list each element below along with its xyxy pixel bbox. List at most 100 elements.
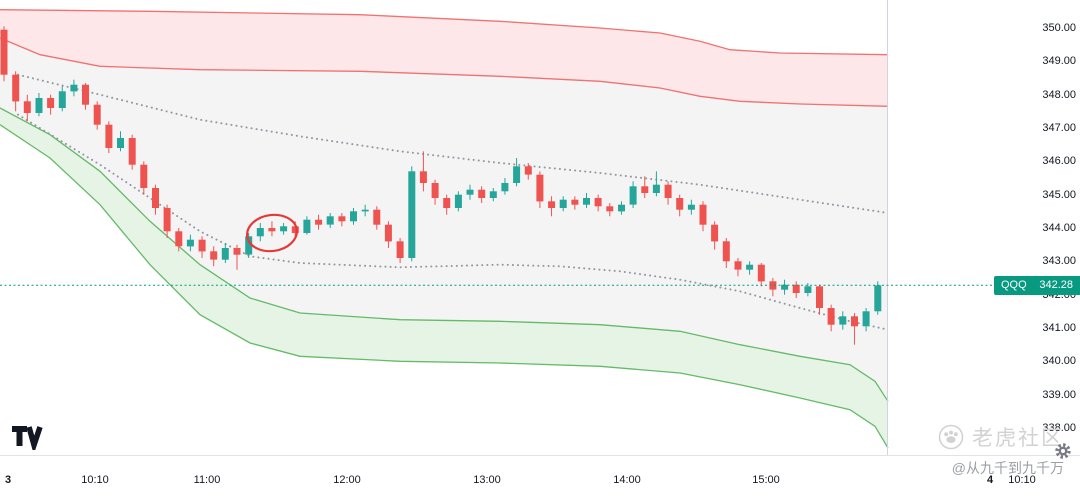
candle-body — [256, 228, 264, 237]
red-circle-annotation[interactable] — [245, 212, 300, 255]
candle-body — [23, 101, 31, 113]
candle-body — [862, 311, 870, 327]
candle-body — [746, 264, 754, 270]
candle-body — [140, 164, 148, 188]
time-axis-label: 3 — [4, 474, 12, 486]
red-lower-band-line — [0, 37, 889, 107]
candle-body — [606, 206, 614, 212]
candle-body — [338, 216, 346, 222]
candle-body — [373, 209, 381, 225]
price-axis-label: 349.00 — [1042, 55, 1076, 67]
candle-body — [93, 104, 101, 125]
candle-body — [198, 239, 206, 252]
candle-body — [734, 261, 742, 270]
badge-symbol: QQQ — [1001, 279, 1027, 291]
mid-band-fill — [0, 38, 888, 402]
candle-body — [186, 239, 194, 247]
candle-body — [163, 208, 171, 232]
price-axis-label: 345.00 — [1042, 189, 1076, 201]
price-axis-label: 339.00 — [1042, 389, 1076, 401]
red-upper-band-line — [0, 9, 889, 56]
candle-body — [851, 316, 858, 327]
candle-body — [268, 228, 276, 232]
candle-body — [641, 186, 649, 193]
candle-body — [583, 198, 590, 205]
candle-body — [769, 281, 777, 290]
time-axis-label: 10:10 — [81, 474, 109, 486]
gear-icon-glyph — [1055, 443, 1071, 459]
candle-body — [874, 285, 882, 312]
candle-body — [827, 308, 835, 325]
time-axis[interactable]: 3 10:10 11:00 12:00 13:00 14:00 15:00 4 10:10 — [0, 455, 1080, 496]
price-axis-label: 341.00 — [1042, 322, 1076, 334]
candle-body — [221, 248, 229, 260]
candle-body — [128, 138, 136, 165]
candle-body — [513, 166, 521, 183]
lower-band-fill — [0, 108, 888, 448]
candle-body — [676, 198, 684, 210]
price-axis-label: 338.00 — [1042, 422, 1076, 434]
time-axis-label: 12:00 — [333, 474, 361, 486]
candle-body — [466, 189, 474, 195]
candle-body — [524, 166, 532, 175]
candle-body — [152, 188, 159, 208]
candle-body — [792, 284, 800, 293]
price-axis[interactable]: 350.00 349.00 348.00 347.00 346.00 345.00 344.… — [888, 0, 1080, 455]
candle-body — [47, 98, 55, 108]
candle-body — [431, 183, 439, 198]
price-axis-label: 344.00 — [1042, 222, 1076, 234]
time-axis-label: 10:10 — [1008, 474, 1036, 486]
candle-body — [501, 183, 509, 192]
candle-body — [443, 198, 451, 208]
upper-band-fill — [0, 9, 888, 107]
candlestick-chart[interactable] — [0, 0, 1080, 455]
gear-icon[interactable] — [1054, 442, 1072, 460]
badge-price: 342.28 — [1039, 279, 1073, 291]
green-upper-band-line — [0, 107, 889, 402]
time-axis-label: 13:00 — [473, 474, 501, 486]
last-price-badge: QQQ 342.28 — [994, 276, 1080, 295]
candle-body — [12, 74, 20, 102]
candle-body — [618, 204, 625, 212]
tradingview-logo[interactable] — [10, 422, 44, 455]
candle-body — [548, 201, 556, 208]
price-axis-label: 343.00 — [1042, 255, 1076, 267]
candle-body — [326, 216, 334, 225]
candle-body — [478, 189, 486, 198]
tradingview-logo-icon — [12, 426, 43, 455]
candle-body — [245, 236, 253, 255]
price-axis-label: 346.00 — [1042, 155, 1076, 167]
candle-body — [210, 251, 218, 260]
candle-body — [233, 248, 241, 255]
price-axis-label: 350.00 — [1042, 22, 1076, 34]
candle-body — [489, 191, 497, 198]
candle-body — [117, 138, 124, 148]
candle-body — [384, 224, 392, 242]
candle-body — [722, 241, 730, 262]
candle-body — [70, 84, 78, 92]
time-axis-label: 11:00 — [193, 474, 221, 486]
candle-body — [816, 286, 823, 308]
candle-body — [664, 184, 672, 198]
candle-body — [291, 226, 299, 233]
candle-body — [350, 211, 357, 222]
candle-body — [699, 204, 707, 225]
candle-body — [536, 174, 544, 202]
candle-body — [408, 171, 416, 258]
candle-body — [361, 209, 369, 212]
candle-body — [594, 198, 602, 207]
candle-body — [652, 184, 660, 193]
candle-body — [711, 224, 719, 242]
candle-body — [419, 171, 427, 183]
green-lower-band-line — [0, 124, 889, 449]
candle-body — [35, 98, 43, 113]
price-axis-label: 340.00 — [1042, 355, 1076, 367]
candle-body — [303, 219, 311, 233]
candle-body — [757, 264, 765, 282]
candle-body — [280, 226, 288, 232]
candle-body — [454, 194, 462, 208]
dot-lower-dotted-line — [17, 113, 889, 331]
candle-body — [396, 241, 404, 258]
chart-canvas[interactable] — [0, 0, 1080, 455]
